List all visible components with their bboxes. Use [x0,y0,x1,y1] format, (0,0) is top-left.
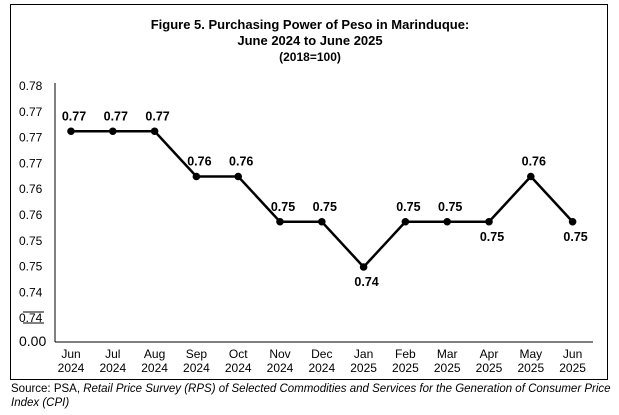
data-point [276,217,284,226]
y-axis: 0.78 0.77 0.77 0.77 0.76 0.76 0.75 0.75 0.74 0.74… [19,79,56,349]
y-tick-label: 0.77 [19,156,43,170]
data-label: 0.75 [438,200,462,214]
data-label: 0.77 [145,109,169,123]
y-tick-label: 0.75 [19,260,43,274]
x-tick-label-year: 2024 [99,361,126,375]
data-labels: 0.77 0.77 0.77 0.76 0.76 0.75 0.75 0.74 0.75 0.75… [62,109,588,289]
y-tick-label: 0.74 [19,285,43,299]
x-tick-label-month: Jun [563,347,582,361]
x-tick-label-month: May [519,347,542,361]
x-tick-label-year: 2025 [559,361,586,375]
data-point [443,217,452,226]
x-tick-label-month: Oct [229,347,248,361]
x-tick-label-month: Jul [105,347,120,361]
x-tick-label-year: 2024 [225,361,252,375]
line-chart: Figure 5. Purchasing Power of Peso in Ma… [19,17,593,375]
x-tick-label-year: 2025 [392,361,419,375]
data-label: 0.74 [354,275,378,289]
data-point [527,172,535,181]
chart-title-line: Figure 5. Purchasing Power of Peso in Ma… [151,17,470,32]
x-tick-label-year: 2024 [183,361,210,375]
data-label: 0.77 [62,109,86,123]
data-point [109,127,117,136]
y-tick-label: 0.78 [19,79,43,93]
x-tick-label-year: 2024 [58,361,85,375]
y-tick-label: 0.75 [19,234,43,248]
y-tick-label: 0.76 [19,182,43,196]
data-point [192,172,201,181]
data-label: 0.75 [271,200,295,214]
x-tick-label-year: 2024 [141,361,168,375]
data-point [568,217,577,226]
y-tick-label: 0.77 [19,131,43,145]
chart-frame: Figure 5. Purchasing Power of Peso in Ma… [10,4,608,380]
data-label: 0.77 [104,109,128,123]
data-point [67,127,75,136]
data-point [150,127,159,136]
data-label: 0.75 [396,200,420,214]
data-label: 0.75 [480,230,504,244]
x-axis: Jun2024Jul2024Aug2024Sep2024Oct2024Nov20… [55,341,593,375]
y-tick-label: 0.76 [19,208,43,222]
x-tick-label-month: Mar [437,347,458,361]
x-tick-label-year: 2025 [517,361,544,375]
data-point [401,217,410,226]
data-point [318,217,326,226]
x-tick-label-year: 2024 [267,361,294,375]
source-note: Source: PSA, Retail Price Survey (RPS) o… [11,382,611,410]
x-tick-label-month: Nov [269,347,290,361]
chart-subtitle-line: June 2024 to June 2025 [237,33,382,48]
y-tick-label: 0.77 [19,105,43,119]
x-tick-label-year: 2025 [476,361,503,375]
data-label: 0.75 [313,200,337,214]
data-point [485,217,493,226]
chart-base-year-line: (2018=100) [279,50,341,64]
x-tick-label-month: Dec [311,347,332,361]
data-point [359,263,368,271]
source-italic: Retail Price Survey (RPS) of Selected Co… [11,383,611,409]
x-tick-label-year: 2024 [308,361,335,375]
x-tick-label-year: 2025 [434,361,461,375]
source-prefix: Source: PSA, [11,383,84,395]
x-tick-label-month: Aug [144,347,165,361]
x-tick-label-year: 2025 [350,361,377,375]
x-tick-label-month: Apr [480,347,499,361]
data-label: 0.76 [187,155,211,169]
y-zero-label: 0.00 [19,333,46,349]
y-tick-label: 0.74 [19,311,43,325]
series-line [67,127,577,271]
data-label: 0.76 [229,155,253,169]
data-point [234,172,242,181]
x-tick-label-month: Jun [61,347,80,361]
x-tick-label-month: Feb [395,347,416,361]
data-label: 0.76 [522,155,546,169]
x-tick-label-month: Sep [186,347,208,361]
data-label: 0.75 [563,230,587,244]
chart-title: Figure 5. Purchasing Power of Peso in Ma… [151,17,470,64]
x-tick-label-month: Jan [354,347,373,361]
